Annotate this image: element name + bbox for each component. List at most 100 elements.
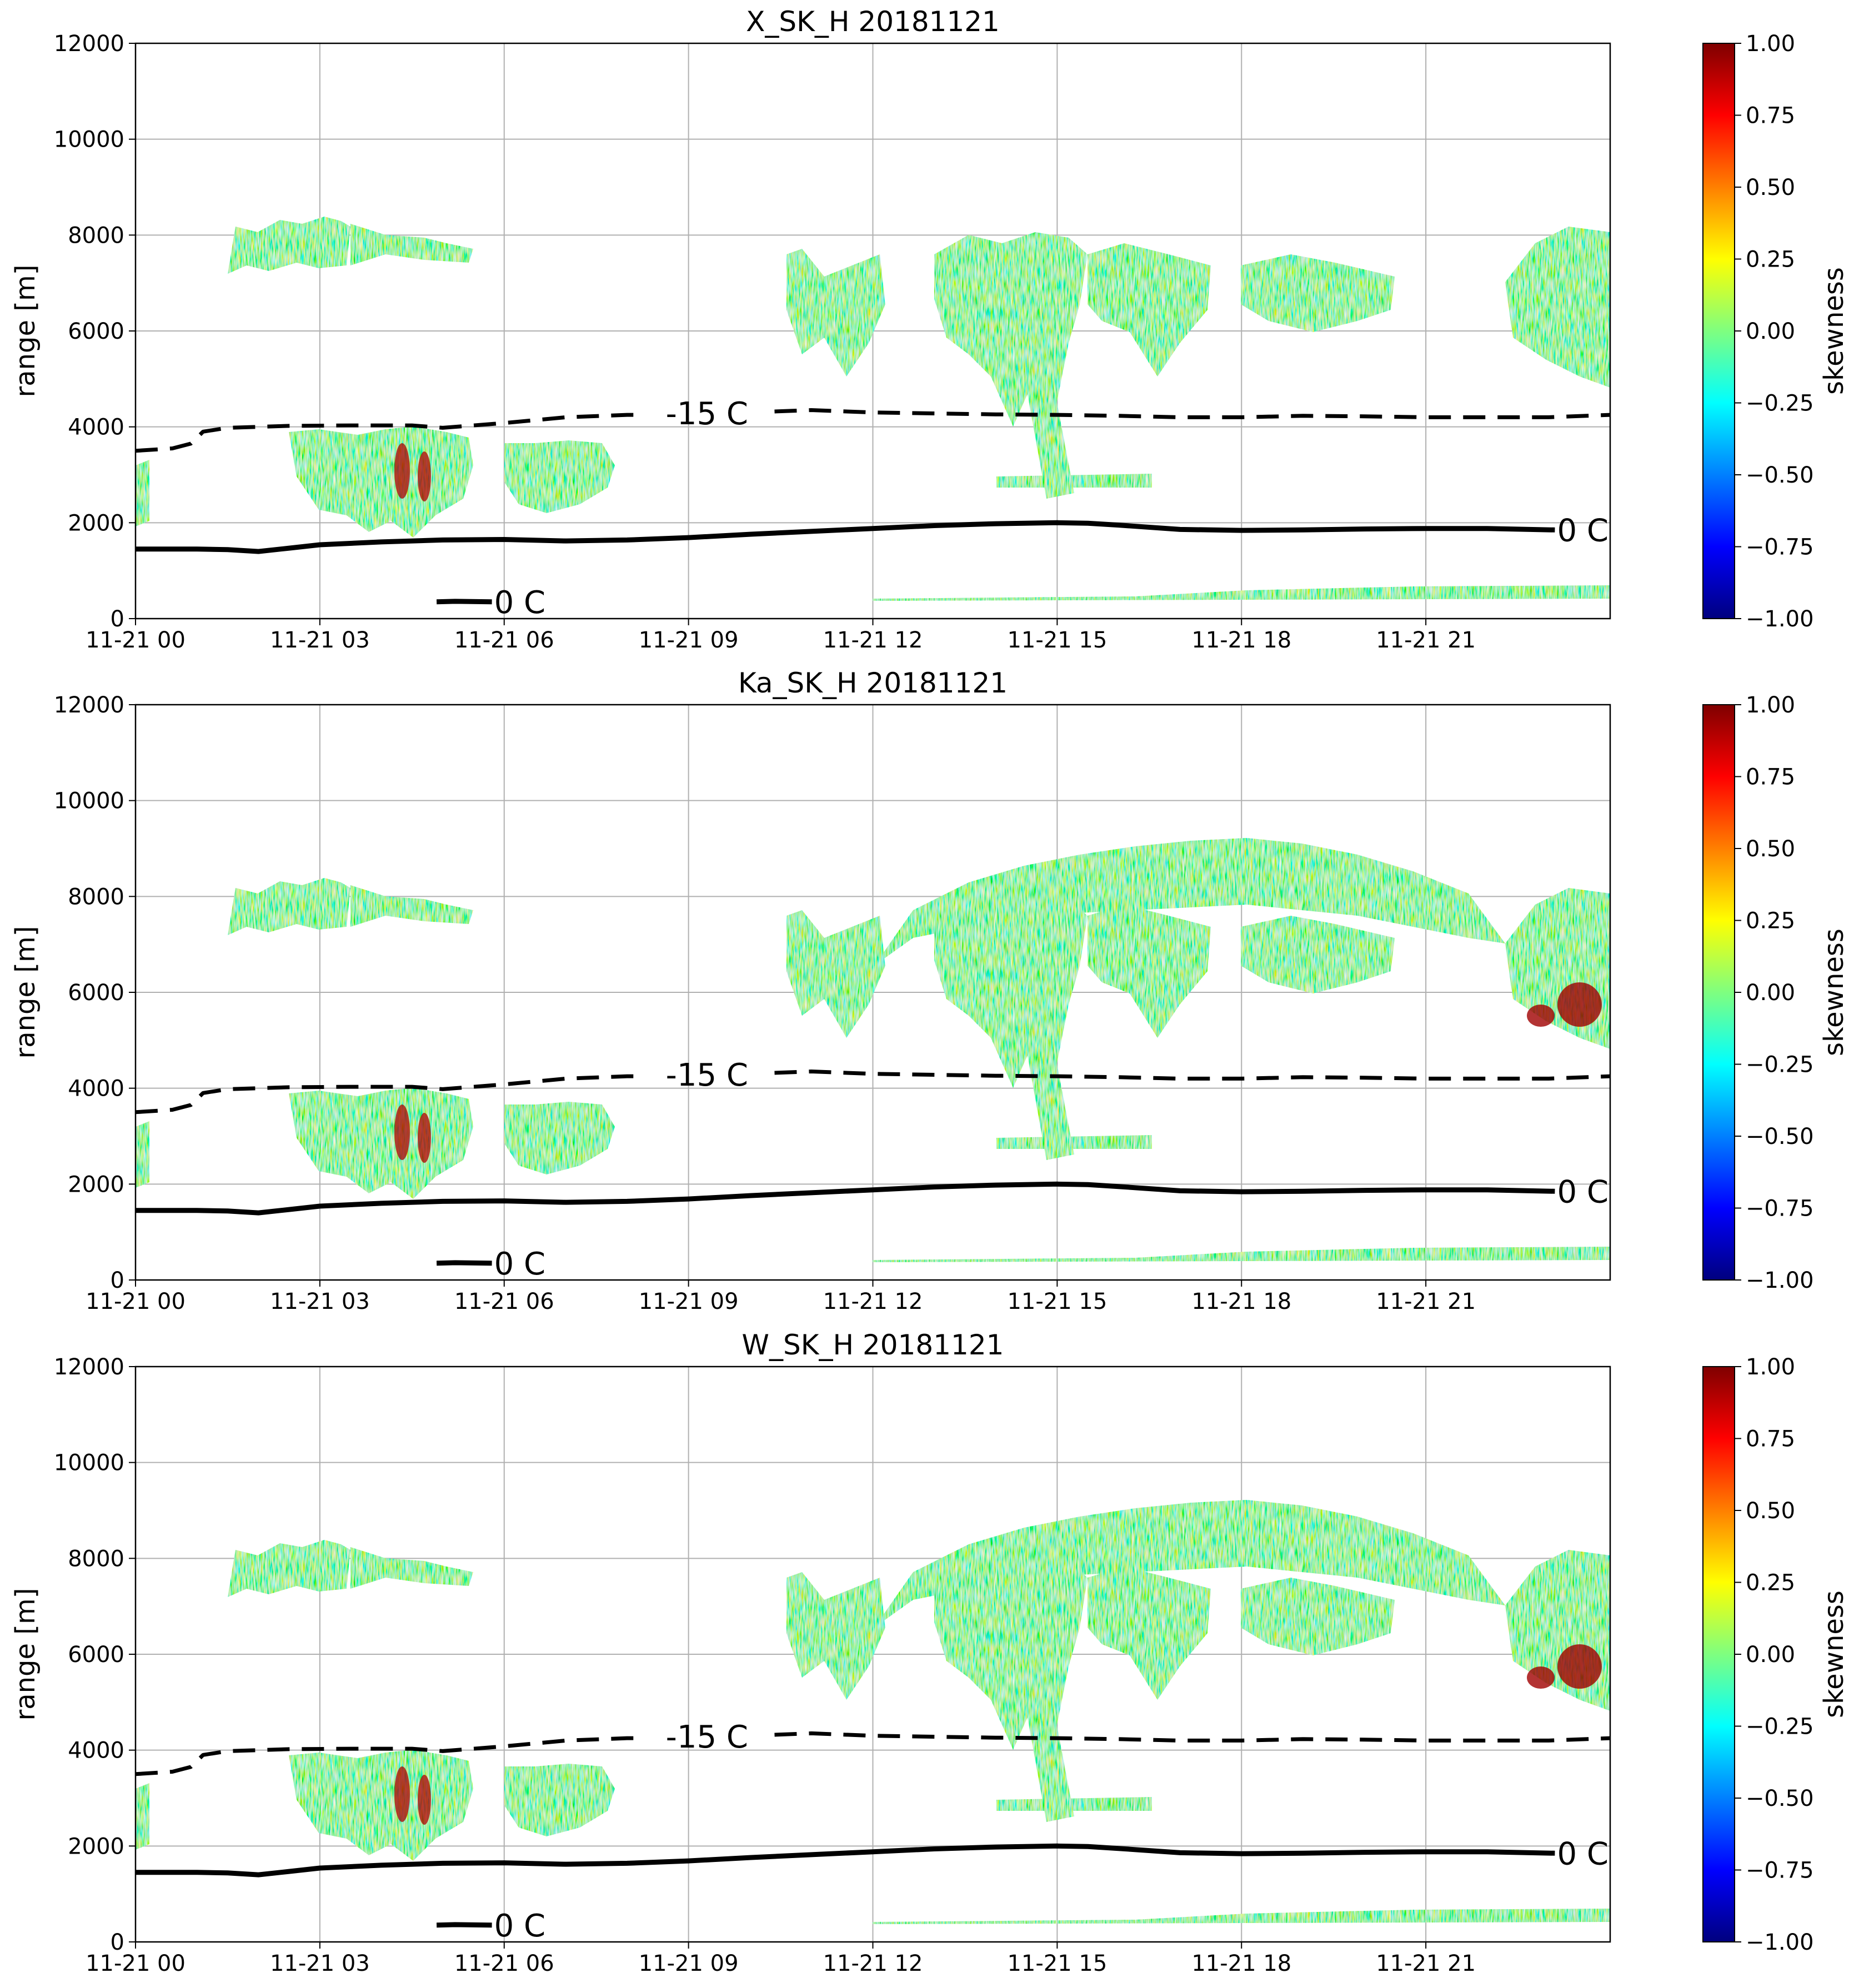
- y-tick-label: 6000: [68, 319, 124, 344]
- y-tick-label: 8000: [68, 884, 124, 910]
- chart-title: Ka_SK_H 20181121: [738, 667, 1008, 699]
- colorbar-tick-label: 0.00: [1746, 1642, 1795, 1668]
- colorbar-label: skewness: [1818, 1590, 1850, 1718]
- x-tick-label: 11-21 00: [86, 1951, 186, 1976]
- y-tick-label: 12000: [54, 692, 124, 718]
- isotherm-line: [135, 1731, 1611, 1776]
- y-tick-label: 8000: [68, 223, 124, 248]
- colorbar-tick-label: 1.00: [1746, 31, 1795, 57]
- contour-label: 0 C: [1557, 513, 1609, 549]
- colorbar-tick-label: 0.50: [1746, 175, 1795, 200]
- y-axis-label: range [m]: [10, 1588, 41, 1720]
- y-tick-label: 0: [111, 606, 124, 632]
- contour-label: -15 C: [666, 1719, 748, 1755]
- contour-label: 0 C: [1557, 1836, 1609, 1872]
- y-tick-label: 6000: [68, 980, 124, 1006]
- isotherm-line: [135, 1070, 1611, 1115]
- y-tick-label: 12000: [54, 31, 124, 57]
- y-tick-label: 0: [111, 1268, 124, 1293]
- isotherm-line: [136, 1181, 1555, 1216]
- isotherm-line: [136, 520, 1555, 554]
- colorbar-tick-label: 0.75: [1746, 1427, 1795, 1452]
- chart-title: W_SK_H 20181121: [742, 1329, 1004, 1361]
- colorbar: [1702, 43, 1735, 619]
- colorbar-tick-label: −0.25: [1746, 391, 1814, 416]
- colorbar-tick-label: −0.75: [1746, 1858, 1814, 1884]
- x-tick-label: 11-21 12: [823, 627, 923, 653]
- panel: X_SK_H 20181121 11-21 00 11-21 03 11-21 06 1…: [10, 6, 1850, 653]
- x-tick-label: 11-21 00: [86, 627, 186, 653]
- y-tick-label: 8000: [68, 1546, 124, 1572]
- y-tick-label: 2000: [68, 510, 124, 536]
- y-tick-label: 4000: [68, 415, 124, 440]
- colorbar-tick-label: 0.50: [1746, 1498, 1795, 1524]
- colorbar-tick-label: −0.50: [1746, 1124, 1814, 1149]
- plot-frame: [134, 1366, 1611, 1943]
- panel: Ka_SK_H 20181121 11-21 00 11-21 03 11-21 06…: [10, 667, 1850, 1314]
- y-tick-label: 10000: [54, 1450, 124, 1476]
- x-tick-label: 11-21 09: [639, 627, 739, 653]
- colorbar-tick-label: −0.75: [1746, 1196, 1814, 1222]
- colorbar-label: skewness: [1818, 267, 1850, 395]
- x-tick-label: 11-21 18: [1191, 1951, 1291, 1976]
- isotherm-line: [436, 599, 492, 605]
- colorbar-tick-label: −0.50: [1746, 463, 1814, 488]
- plot-frame: [134, 704, 1611, 1281]
- x-tick-label: 11-21 00: [86, 1289, 186, 1314]
- y-tick-label: 4000: [68, 1738, 124, 1764]
- y-tick-label: 6000: [68, 1642, 124, 1668]
- x-tick-label: 11-21 03: [270, 1951, 370, 1976]
- colorbar: [1702, 704, 1735, 1281]
- x-tick-label: 11-21 15: [1007, 1289, 1107, 1314]
- y-tick-label: 12000: [54, 1354, 124, 1380]
- y-tick-label: 0: [111, 1930, 124, 1955]
- x-tick-label: 11-21 18: [1191, 627, 1291, 653]
- colorbar-tick-label: −0.75: [1746, 535, 1814, 560]
- isotherm-line: [135, 408, 1611, 453]
- x-tick-label: 11-21 09: [639, 1289, 739, 1314]
- panel: W_SK_H 20181121 11-21 00 11-21 03 11-21 06 1…: [10, 1329, 1850, 1976]
- x-tick-label: 11-21 21: [1376, 627, 1476, 653]
- x-tick-label: 11-21 06: [454, 627, 554, 653]
- isotherm-line: [136, 1843, 1555, 1877]
- colorbar-tick-label: −1.00: [1746, 1930, 1814, 1955]
- colorbar: [1702, 1366, 1735, 1942]
- colorbar-tick-label: −1.00: [1746, 1268, 1814, 1293]
- x-tick-label: 11-21 21: [1376, 1951, 1476, 1976]
- y-axis-label: range [m]: [10, 264, 41, 397]
- y-axis-label: range [m]: [10, 926, 41, 1058]
- contour-label: 0 C: [494, 1246, 546, 1282]
- colorbar-tick-label: 0.75: [1746, 765, 1795, 790]
- y-tick-label: 4000: [68, 1076, 124, 1102]
- colorbar-tick-label: 0.50: [1746, 836, 1795, 862]
- x-tick-label: 11-21 03: [270, 1289, 370, 1314]
- colorbar-tick-label: 0.00: [1746, 319, 1795, 344]
- colorbar-tick-label: −0.25: [1746, 1714, 1814, 1740]
- contour-label: -15 C: [666, 1057, 748, 1093]
- x-tick-label: 11-21 06: [454, 1951, 554, 1976]
- colorbar-label: skewness: [1818, 928, 1850, 1056]
- colorbar-tick-label: 1.00: [1746, 692, 1795, 718]
- plot-frame: [134, 42, 1611, 620]
- y-tick-label: 10000: [54, 789, 124, 814]
- colorbar-tick-label: −1.00: [1746, 606, 1814, 632]
- contour-label: 0 C: [494, 585, 546, 621]
- x-tick-label: 11-21 15: [1007, 627, 1107, 653]
- colorbar-tick-label: 0.25: [1746, 1570, 1795, 1596]
- x-tick-label: 11-21 21: [1376, 1289, 1476, 1314]
- x-tick-label: 11-21 12: [823, 1289, 923, 1314]
- x-tick-label: 11-21 03: [270, 627, 370, 653]
- contour-label: -15 C: [666, 396, 748, 432]
- x-tick-label: 11-21 15: [1007, 1951, 1107, 1976]
- colorbar-tick-label: 0.25: [1746, 908, 1795, 934]
- y-tick-label: 2000: [68, 1834, 124, 1859]
- x-tick-label: 11-21 12: [823, 1951, 923, 1976]
- contour-label: 0 C: [1557, 1174, 1609, 1210]
- colorbar-tick-label: 1.00: [1746, 1354, 1795, 1380]
- chart-title: X_SK_H 20181121: [746, 6, 1000, 38]
- y-tick-label: 10000: [54, 127, 124, 153]
- x-tick-label: 11-21 06: [454, 1289, 554, 1314]
- x-tick-label: 11-21 09: [639, 1951, 739, 1976]
- colorbar-tick-label: −0.25: [1746, 1052, 1814, 1078]
